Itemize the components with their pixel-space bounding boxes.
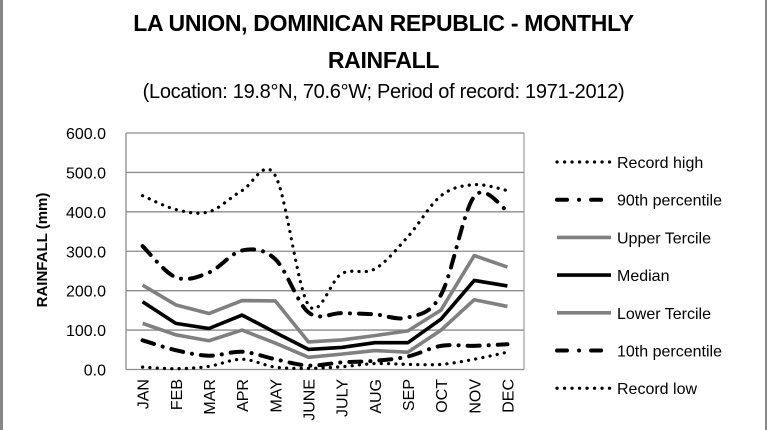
x-tick-label: NOV (467, 379, 484, 414)
y-tick-label: 100.0 (66, 323, 106, 340)
x-tick-label: DEC (500, 379, 517, 413)
x-tick-label: JULY (335, 379, 352, 417)
legend-label-median: Median (617, 268, 669, 285)
series-line-median (141, 278, 508, 352)
x-tick-label: FEB (169, 379, 186, 410)
x-tick-label: AUG (368, 379, 385, 414)
series-line-10th-percentile (140, 338, 510, 368)
y-tick-label: 200.0 (66, 284, 106, 301)
y-axis-label: RAINFALL (mm) (34, 193, 51, 308)
x-tick-label: JUNE (301, 379, 318, 421)
x-tick-label: OCT (434, 379, 451, 413)
x-axis-ticks: JAN FEB MAR APR MAY JUNE JULY AUG SEP OCT NOV DEC (136, 379, 518, 421)
legend-label-90th-percentile: 90th percentile (617, 193, 722, 210)
chart-title-line-2: RAINFALL (327, 47, 440, 73)
series-line-lower-tercile (141, 297, 508, 360)
y-tick-label: 600.0 (66, 126, 106, 143)
series-lines (140, 167, 510, 371)
y-tick-label: 500.0 (66, 165, 106, 182)
legend-label-10th-percentile: 10th percentile (617, 344, 722, 361)
series-line-90th-percentile (140, 190, 510, 321)
x-tick-label: JAN (136, 379, 153, 409)
legend-label-upper-tercile: Upper Tercile (617, 230, 711, 247)
legend-label-record-low: Record low (617, 381, 697, 398)
gridlines (125, 132, 525, 371)
legend-label-record-high: Record high (617, 155, 703, 172)
chart-subtitle: (Location: 19.8°N, 70.6°W; Period of rec… (142, 81, 625, 103)
x-tick-label: MAR (202, 379, 219, 415)
legend-label-lower-tercile: Lower Tercile (617, 306, 711, 323)
y-tick-label: 0.0 (84, 363, 106, 380)
x-tick-label: MAY (268, 379, 285, 413)
series-line-record-high (140, 167, 510, 310)
chart-title-line-1: LA UNION, DOMINICAN REPUBLIC - MONTHLY (133, 10, 634, 36)
x-tick-label: SEP (401, 379, 418, 411)
y-tick-label: 400.0 (66, 205, 106, 222)
series-line-upper-tercile (141, 253, 509, 344)
x-tick-label: APR (235, 379, 252, 412)
legend: Record high 90th percentile Upper Tercile M… (555, 155, 722, 398)
y-tick-label: 300.0 (66, 244, 106, 261)
y-axis-ticks: 0.0 100.0 200.0 300.0 400.0 500.0 600.0 (66, 126, 106, 380)
